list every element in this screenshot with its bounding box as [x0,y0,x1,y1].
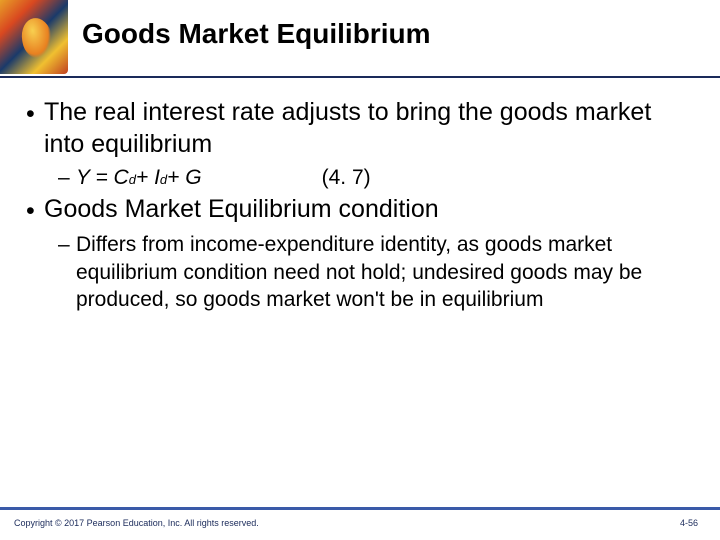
equation-ref: (4. 7) [322,164,371,191]
copyright-text: Copyright © 2017 Pearson Education, Inc.… [14,518,259,528]
slide-title: Goods Market Equilibrium [82,18,430,50]
title-underline [0,76,720,78]
dash-marker: – [58,231,76,258]
slide-footer: Copyright © 2017 Pearson Education, Inc.… [0,506,720,524]
bullet-level1: • Goods Market Equilibrium condition [26,193,694,227]
dash-marker: – [58,164,76,191]
bullet-marker: • [26,96,44,130]
bullet-text: Goods Market Equilibrium condition [44,193,694,225]
bullet-level2: – Differs from income-expenditure identi… [58,231,694,313]
footer-bar [0,507,720,510]
bullet-level1: • The real interest rate adjusts to brin… [26,96,694,160]
bullet-text: The real interest rate adjusts to bring … [44,96,694,160]
bullet-text: Differs from income-expenditure identity… [76,231,694,313]
slide-body: • The real interest rate adjusts to brin… [26,96,694,315]
eq-part: Y = C [76,164,129,191]
page-number: 4-56 [680,518,698,528]
eq-part: + G [167,164,201,191]
eq-part: + I [136,164,160,191]
bullet-level2: – Y = Cd + Id + G (4. 7) [58,164,694,191]
decorative-corner-image [0,0,68,74]
bullet-marker: • [26,193,44,227]
equation-text: Y = Cd + Id + G (4. 7) [76,164,694,191]
